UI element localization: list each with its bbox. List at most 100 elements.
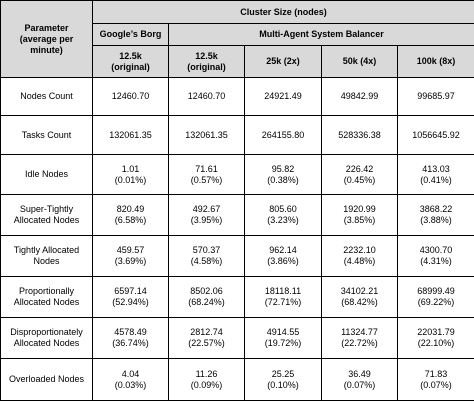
- cell-percentage: (3.23%): [267, 215, 299, 225]
- borg-header: Google’s Borg: [92, 23, 169, 46]
- table-cell: 570.37 (4.58%): [168, 235, 245, 277]
- cell-value: 132061.35: [185, 129, 228, 140]
- table-cell: 528336.38: [321, 115, 398, 155]
- table-cell: 49842.99: [321, 77, 398, 116]
- table-cell: 71.83 (0.07%): [396, 358, 474, 401]
- column-header: 50k (4x): [321, 45, 398, 78]
- table-row-nodes-count: Nodes Count 12460.70 12460.70 24921.49 49842…: [0, 77, 474, 116]
- cell-value: 18118.11: [264, 286, 302, 296]
- cell-percentage: (0.07%): [420, 379, 452, 390]
- column-header: 25k (2x): [244, 45, 322, 78]
- table-cell: 18118.11 (72.71%): [244, 276, 322, 318]
- table-cell: 264155.80: [244, 115, 322, 155]
- table-cell: 413.03 (0.41%): [396, 154, 474, 195]
- cell-value: 24921.49: [264, 91, 302, 101]
- cell-value: 413.03: [422, 163, 450, 174]
- table-cell: 25.25 (0.10%): [244, 358, 322, 401]
- cell-percentage: (0.57%): [190, 174, 223, 185]
- cell-percentage: (22.72%): [341, 338, 378, 348]
- table-cell: 36.49 (0.07%): [321, 358, 398, 401]
- column-header-line: 100k (8x): [416, 56, 456, 66]
- cell-percentage: (4.48%): [343, 256, 376, 266]
- table-cell: 2232.10 (4.48%): [321, 235, 398, 277]
- cell-value: 528336.38: [338, 129, 381, 140]
- cell-percentage: (4.31%): [420, 256, 452, 266]
- column-header-row: 12.5k (original) 12.5k (original) 25k (2x) 50…: [1, 45, 474, 78]
- column-header-line: 50k (4x): [342, 56, 377, 66]
- table-row-proportionally-allocated-nodes: Proportionally Allocated Nodes 6597.14 (52.…: [0, 276, 474, 318]
- cell-value: 34102.21: [340, 286, 379, 296]
- row-label: Proportionally Allocated Nodes: [0, 276, 93, 318]
- row-label: Idle Nodes: [0, 154, 93, 195]
- row-label: Tightly Allocated Nodes: [0, 235, 93, 277]
- column-header-line: 25k (2x): [266, 56, 300, 66]
- cluster-size-header: Cluster Size (nodes): [91, 0, 474, 24]
- cell-percentage: (3.86%): [267, 256, 299, 266]
- cell-value: 12460.70: [187, 91, 226, 101]
- table-cell: 459.57 (3.69%): [92, 235, 169, 277]
- cell-percentage: (52.94%): [112, 297, 149, 307]
- cell-value: 4.04: [121, 368, 140, 379]
- cell-value: 4914.55: [266, 327, 300, 337]
- column-header: 100k (8x): [396, 45, 474, 78]
- cell-value: 1.01: [121, 163, 140, 174]
- cell-value: 4578.49: [114, 327, 147, 337]
- table-cell: 11.26 (0.09%): [168, 358, 245, 401]
- table-cell: 11324.77 (22.72%): [321, 317, 398, 359]
- table-cell: 226.42 (0.45%): [321, 154, 398, 195]
- cell-percentage: (19.72%): [264, 338, 302, 348]
- table-cell: 8502.06 (68.24%): [168, 276, 245, 318]
- table-body: Nodes Count 12460.70 12460.70 24921.49 49842…: [0, 77, 474, 401]
- cell-value: 6597.14: [114, 286, 147, 296]
- row-label-line: Allocated Nodes: [13, 338, 80, 348]
- row-label-line: Allocated Nodes: [13, 297, 80, 307]
- cell-value: 68999.49: [417, 286, 455, 296]
- cell-value: 1920.99: [343, 204, 376, 214]
- cell-percentage: (0.07%): [343, 379, 376, 390]
- cell-value: 962.14: [269, 245, 297, 255]
- cell-value: 71.61: [195, 163, 218, 174]
- cell-percentage: (0.38%): [267, 174, 299, 185]
- parameter-header: Parameter (average per minute): [0, 0, 93, 78]
- cell-percentage: (36.74%): [112, 338, 149, 348]
- column-header-line: (original): [187, 61, 226, 72]
- cell-percentage: (72.71%): [264, 297, 302, 307]
- row-label-line: Tightly Allocated: [13, 245, 80, 255]
- table-cell: 820.49 (6.58%): [92, 194, 169, 236]
- cell-value: 95.82: [271, 163, 295, 174]
- parameter-header-line: Parameter: [24, 22, 69, 33]
- cell-percentage: (3.88%): [420, 215, 452, 225]
- table-cell: 2812.74 (22.57%): [168, 317, 245, 359]
- table-cell: 68999.49 (69.22%): [396, 276, 474, 318]
- column-header-line: 12.5k: [195, 50, 218, 61]
- cell-value: 2232.10: [343, 245, 376, 255]
- cell-percentage: (22.10%): [417, 338, 455, 348]
- cell-value: 4300.70: [419, 245, 453, 255]
- table-cell: 1056645.92: [396, 115, 474, 155]
- table-cell: 6597.14 (52.94%): [92, 276, 169, 318]
- cell-value: 12460.70: [111, 91, 150, 101]
- row-label-line: Nodes Count: [20, 91, 73, 101]
- masb-header: Multi-Agent System Balancer: [167, 23, 474, 46]
- column-header: 12.5k (original): [168, 45, 245, 78]
- cell-percentage: (22.57%): [188, 338, 225, 348]
- cell-value: 459.57: [116, 245, 145, 255]
- row-label: Nodes Count: [0, 77, 93, 116]
- row-label-line: Disproportionately: [10, 327, 83, 337]
- table-cell: 71.61 (0.57%): [168, 154, 245, 195]
- column-header-line: 12.5k: [119, 50, 142, 61]
- table-row-tightly-allocated-nodes: Tightly Allocated Nodes 459.57 (3.69%) 570.3…: [0, 235, 474, 277]
- cell-value: 132061.35: [109, 129, 152, 140]
- table-cell: 34102.21 (68.42%): [321, 276, 398, 318]
- cell-value: 49842.99: [340, 91, 379, 101]
- table-cell: 805.60 (3.23%): [244, 194, 322, 236]
- row-label-line: Nodes: [33, 256, 60, 266]
- table-cell: 492.67 (3.95%): [168, 194, 245, 236]
- cell-percentage: (0.01%): [114, 174, 147, 185]
- table-row-disproportionately-allocated-nodes: Disproportionately Allocated Nodes 4578.49…: [0, 317, 474, 359]
- table-cell: 4300.70 (4.31%): [396, 235, 474, 277]
- table-cell: 4.04 (0.03%): [92, 358, 169, 401]
- table-row-super-tightly-allocated-nodes: Super-Tightly Allocated Nodes 820.49 (6.58%…: [0, 194, 474, 236]
- cell-percentage: (4.58%): [190, 256, 223, 266]
- table-cell: 12460.70: [92, 77, 169, 116]
